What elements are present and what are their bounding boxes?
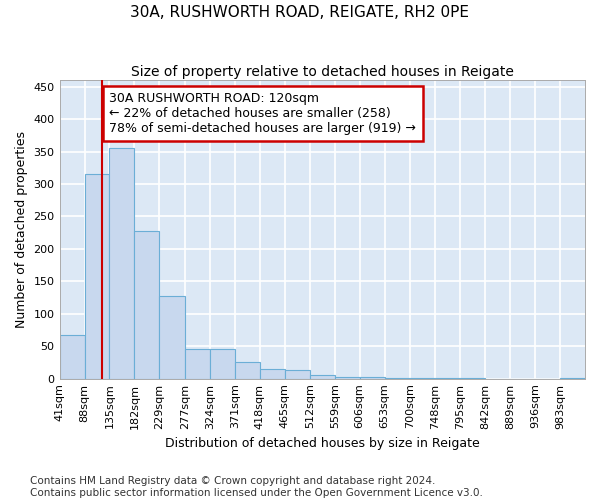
Bar bbox=[335, 376, 360, 378]
Text: 30A RUSHWORTH ROAD: 120sqm
← 22% of detached houses are smaller (258)
78% of sem: 30A RUSHWORTH ROAD: 120sqm ← 22% of deta… bbox=[109, 92, 416, 135]
Bar bbox=[185, 350, 210, 378]
Bar bbox=[310, 376, 335, 378]
X-axis label: Distribution of detached houses by size in Reigate: Distribution of detached houses by size … bbox=[165, 437, 479, 450]
Title: Size of property relative to detached houses in Reigate: Size of property relative to detached ho… bbox=[131, 65, 514, 79]
Bar bbox=[260, 369, 285, 378]
Text: Contains HM Land Registry data © Crown copyright and database right 2024.
Contai: Contains HM Land Registry data © Crown c… bbox=[30, 476, 483, 498]
Bar bbox=[235, 362, 260, 378]
Bar bbox=[160, 296, 185, 378]
Bar bbox=[134, 232, 160, 378]
Bar bbox=[210, 350, 235, 378]
Y-axis label: Number of detached properties: Number of detached properties bbox=[15, 131, 28, 328]
Bar bbox=[85, 174, 109, 378]
Bar bbox=[59, 335, 85, 378]
Bar bbox=[285, 370, 310, 378]
Text: 30A, RUSHWORTH ROAD, REIGATE, RH2 0PE: 30A, RUSHWORTH ROAD, REIGATE, RH2 0PE bbox=[131, 5, 470, 20]
Bar bbox=[109, 148, 134, 378]
